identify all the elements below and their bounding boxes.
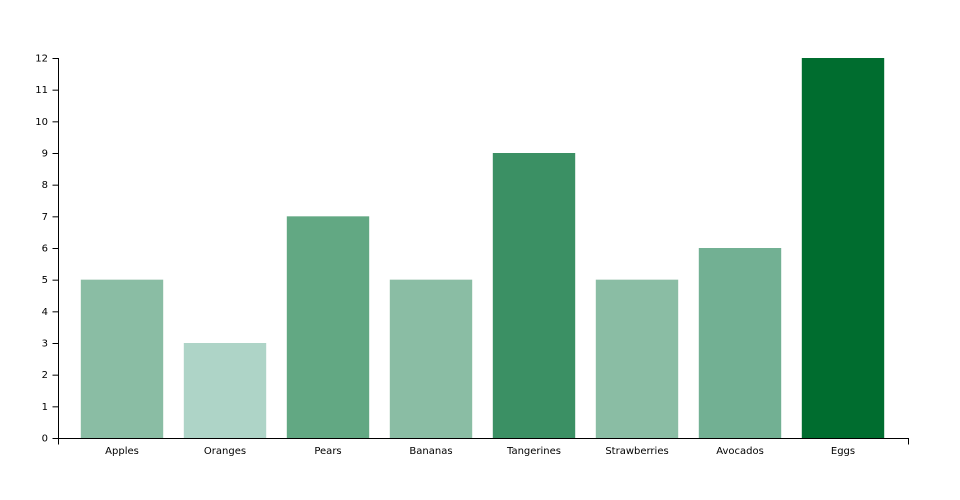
bar (595, 279, 679, 438)
bar (698, 248, 782, 438)
y-tick-label: 2 (42, 370, 48, 381)
y-tick-label: 5 (42, 275, 48, 286)
x-axis-line (58, 438, 909, 445)
x-tick-label: Apples (105, 446, 139, 457)
y-tick-label: 1 (42, 402, 48, 413)
x-tick-label: Oranges (204, 446, 246, 457)
y-tick-label: 8 (42, 180, 48, 191)
x-tick-label: Pears (314, 446, 341, 457)
bar (492, 153, 576, 438)
bar (286, 216, 370, 438)
y-tick-label: 3 (42, 339, 48, 350)
y-tick-label: 6 (42, 244, 48, 255)
bar (183, 343, 267, 438)
y-tick-label: 9 (42, 149, 48, 160)
y-tick-label: 10 (35, 117, 48, 128)
y-tick-label: 11 (35, 85, 48, 96)
x-tick-label: Bananas (409, 446, 452, 457)
y-tick-label: 12 (35, 54, 48, 65)
x-tick-label: Tangerines (506, 446, 561, 457)
bar (389, 279, 473, 438)
y-tick-label: 4 (42, 307, 48, 318)
y-tick-label: 7 (42, 212, 48, 223)
y-tick-label: 0 (42, 434, 48, 445)
x-tick-label: Strawberries (605, 446, 668, 457)
bar (80, 279, 164, 438)
bar (801, 58, 885, 438)
x-tick-label: Avocados (716, 446, 764, 457)
x-tick-label: Eggs (831, 446, 855, 457)
